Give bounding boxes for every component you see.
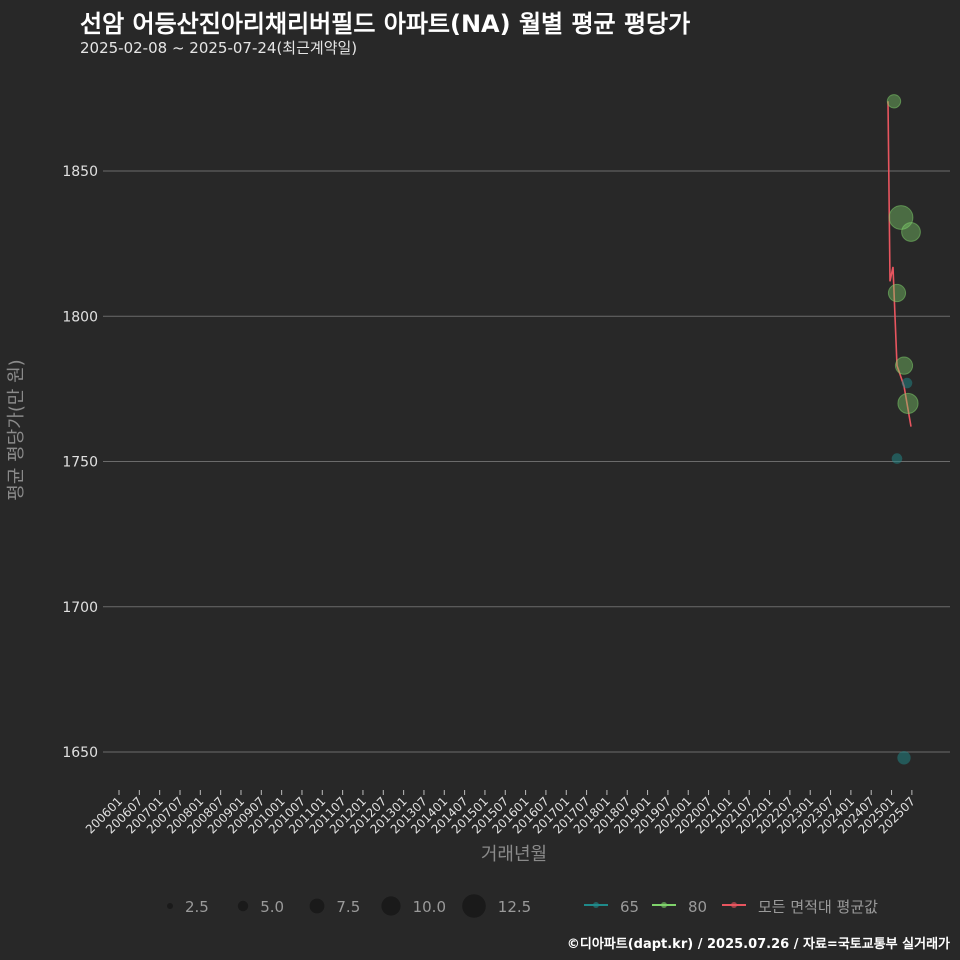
y-tick-label: 1850	[62, 164, 98, 180]
data-point-80	[897, 392, 919, 414]
chart-title: 선암 어등산진아리채리버필드 아파트(NA) 월별 평균 평당가	[80, 10, 691, 38]
legend-label: 모든 면적대 평균값	[758, 898, 878, 916]
y-axis-label: 평균 평당가(만 원)	[6, 359, 27, 500]
data-point-65	[891, 453, 903, 464]
y-tick-label: 1700	[62, 600, 98, 616]
color-legend: 65 80 모든 면적대 평균값	[584, 898, 878, 916]
size-legend-label: 7.5	[336, 898, 360, 916]
size-legend-label: 2.5	[185, 898, 209, 916]
size-legend-label: 12.5	[498, 898, 531, 916]
size-legend-circle	[381, 896, 401, 916]
size-legend-label: 5.0	[260, 898, 284, 916]
size-legend-circle	[462, 894, 486, 918]
y-tick-label: 1650	[62, 745, 98, 761]
size-legend: 2.5 5.0 7.5 10.0 12.5	[167, 894, 531, 918]
legend-label: 80	[688, 898, 707, 916]
size-legend-circle	[167, 903, 173, 909]
plot-data	[886, 94, 921, 765]
legend-label: 65	[620, 898, 639, 916]
data-point-80	[886, 94, 902, 109]
y-axis: 1650 1700 1750 1800 1850	[62, 164, 108, 761]
gridlines	[108, 170, 950, 753]
y-tick-label: 1800	[62, 309, 98, 325]
x-axis: 2006012006072007012007072008012008072009…	[83, 790, 918, 837]
data-point-65	[901, 377, 913, 389]
size-legend-circle	[309, 898, 325, 914]
data-point-80	[901, 222, 921, 242]
source-caption: ©디아파트(dapt.kr) / 2025.07.26 / 자료=국토교통부 실…	[566, 937, 950, 952]
chart-subtitle: 2025-02-08 ~ 2025-07-24(최근계약일)	[80, 39, 358, 57]
size-legend-label: 10.0	[413, 898, 446, 916]
x-axis-label: 거래년월	[481, 844, 547, 865]
data-point-65	[897, 751, 911, 765]
data-point-80	[887, 283, 907, 303]
average-line	[887, 101, 912, 427]
size-legend-circle	[237, 900, 249, 912]
y-tick-label: 1750	[62, 455, 98, 471]
data-point-80	[894, 356, 914, 375]
